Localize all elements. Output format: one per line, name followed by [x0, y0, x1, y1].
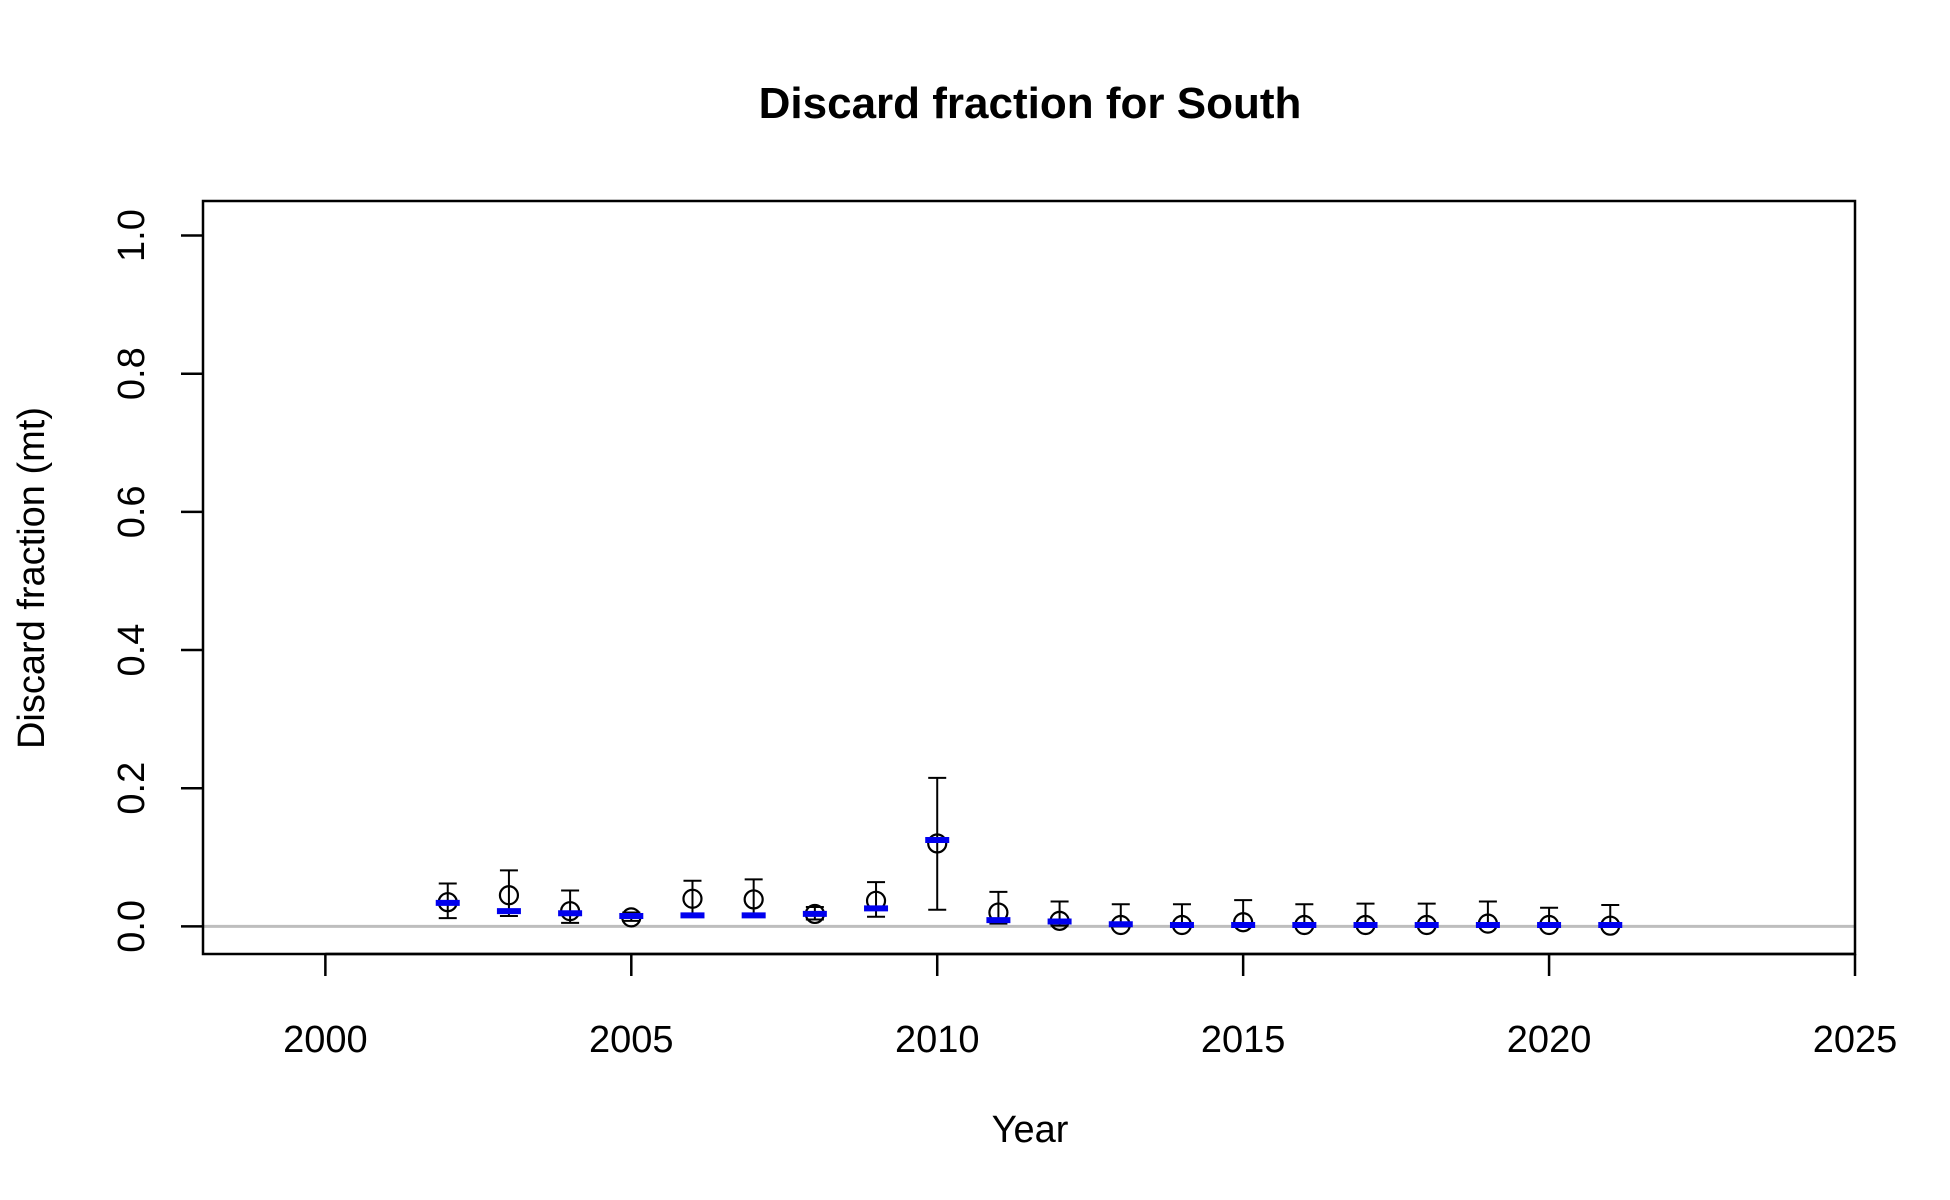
y-tick-label: 0.4 — [111, 624, 153, 677]
plot-frame — [201, 199, 1857, 956]
expected-series-layer — [435, 837, 1623, 928]
x-tick-label: 2015 — [1201, 1019, 1286, 1061]
observed-point-2010 — [927, 776, 948, 911]
y-tick-label: 0.6 — [111, 485, 153, 538]
observed-circle — [743, 889, 764, 910]
y-axis-label: Discard fraction (mt) — [11, 407, 53, 749]
observed-circle — [927, 833, 948, 854]
y-tick-label: 0.2 — [111, 762, 153, 815]
observed-circle — [682, 888, 703, 909]
y-tick-label: 0.0 — [111, 900, 153, 953]
x-tick-label: 2025 — [1813, 1019, 1898, 1061]
x-tick-label: 2010 — [895, 1019, 980, 1061]
x-tick-label: 2005 — [589, 1019, 674, 1061]
y-tick-label: 1.0 — [111, 209, 153, 262]
observed-circle — [498, 885, 520, 906]
x-axis-label: Year — [992, 1109, 1069, 1151]
y-tick-label: 0.8 — [111, 347, 153, 400]
chart-title: Discard fraction for South — [759, 79, 1302, 128]
x-tick-label: 2020 — [1507, 1019, 1592, 1061]
x-tick-label: 2000 — [283, 1019, 368, 1061]
